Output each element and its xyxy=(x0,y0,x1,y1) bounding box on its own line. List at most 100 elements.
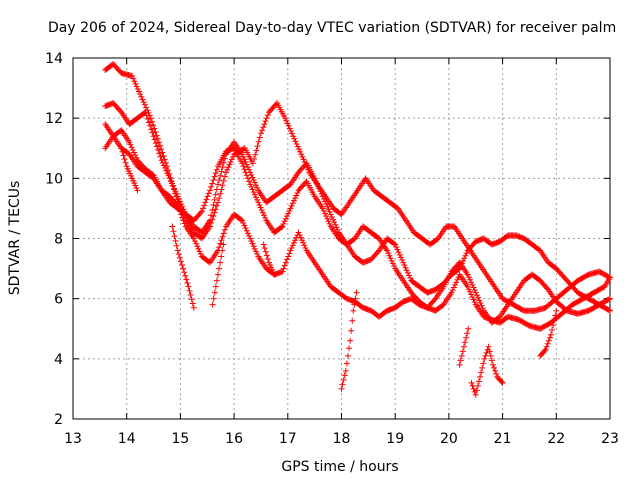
data-point xyxy=(292,195,299,202)
data-point xyxy=(469,382,476,389)
data-point xyxy=(323,201,330,208)
data-point xyxy=(220,159,227,166)
data-point xyxy=(300,156,307,163)
data-point xyxy=(333,224,340,231)
data-point xyxy=(393,244,400,251)
data-point xyxy=(186,287,193,294)
data-point xyxy=(190,304,197,311)
data-point xyxy=(468,279,475,286)
data-point xyxy=(487,352,494,359)
data-point xyxy=(137,91,144,98)
data-point xyxy=(174,193,181,200)
data-point xyxy=(328,214,335,221)
data-point xyxy=(205,190,212,197)
x-tick-label: 15 xyxy=(171,431,189,447)
data-point xyxy=(465,325,472,332)
data-point xyxy=(295,146,302,153)
data-point xyxy=(213,166,220,173)
series-drop-1 xyxy=(118,145,141,194)
data-point xyxy=(211,289,218,296)
data-point xyxy=(150,133,157,140)
data-point xyxy=(252,248,259,255)
data-point xyxy=(168,180,175,187)
data-point xyxy=(400,259,407,266)
data-point xyxy=(175,251,182,258)
data-point xyxy=(173,242,180,249)
data-point xyxy=(262,214,269,221)
data-point xyxy=(209,180,216,187)
data-point xyxy=(284,256,291,263)
data-point xyxy=(193,240,200,247)
data-point xyxy=(541,348,548,355)
data-point xyxy=(155,146,162,153)
data-point xyxy=(182,272,189,279)
data-point xyxy=(374,248,381,255)
y-tick-label: 14 xyxy=(45,51,63,67)
data-point xyxy=(607,295,613,302)
data-point xyxy=(460,343,467,350)
data-point xyxy=(288,244,295,251)
data-point xyxy=(282,259,289,266)
data-point xyxy=(254,196,261,203)
data-point xyxy=(287,247,294,254)
data-point xyxy=(470,296,477,303)
data-point xyxy=(312,177,319,184)
data-point xyxy=(350,307,357,314)
data-point xyxy=(283,117,290,124)
data-point xyxy=(166,175,173,182)
data-point xyxy=(407,275,414,282)
data-point xyxy=(486,348,493,355)
data-point xyxy=(264,112,271,119)
data-point xyxy=(299,153,306,160)
data-point xyxy=(385,250,392,257)
data-point xyxy=(121,156,128,163)
data-point xyxy=(262,118,269,125)
data-point xyxy=(128,144,135,151)
data-point xyxy=(243,227,250,234)
data-point xyxy=(158,146,165,153)
data-point xyxy=(399,256,406,263)
data-point xyxy=(226,161,233,168)
data-point xyxy=(220,177,227,184)
data-point xyxy=(255,199,262,206)
data-point xyxy=(177,258,184,265)
data-point xyxy=(347,337,354,344)
data-point xyxy=(210,177,217,184)
data-point xyxy=(219,233,226,240)
data-point xyxy=(605,307,612,314)
data-point xyxy=(261,121,268,128)
data-point xyxy=(217,240,224,247)
data-point xyxy=(401,262,408,269)
data-point xyxy=(214,271,221,278)
data-point xyxy=(139,96,146,103)
data-point xyxy=(552,312,559,319)
data-point xyxy=(458,352,465,359)
data-point xyxy=(189,300,196,307)
data-point xyxy=(160,162,167,169)
data-point xyxy=(122,159,129,166)
data-point xyxy=(169,223,176,230)
data-point xyxy=(352,295,359,302)
data-point xyxy=(386,252,393,259)
data-point xyxy=(318,190,325,197)
data-point xyxy=(607,274,613,281)
data-point xyxy=(152,128,159,135)
data-point xyxy=(469,281,476,288)
data-point xyxy=(250,177,257,184)
data-point xyxy=(153,132,160,139)
data-point xyxy=(338,385,345,392)
data-point xyxy=(195,245,202,252)
data-point xyxy=(160,152,167,159)
data-point xyxy=(174,202,181,209)
data-point xyxy=(249,240,256,247)
data-point xyxy=(396,251,403,258)
x-axis-label: GPS time / hours xyxy=(281,459,398,475)
data-point xyxy=(152,140,159,147)
series-drop-8 xyxy=(537,307,560,359)
data-point xyxy=(348,327,355,334)
data-point xyxy=(492,367,499,374)
series-track-c xyxy=(102,121,613,326)
data-point xyxy=(468,379,475,386)
data-point xyxy=(174,247,181,254)
data-point xyxy=(254,184,261,191)
